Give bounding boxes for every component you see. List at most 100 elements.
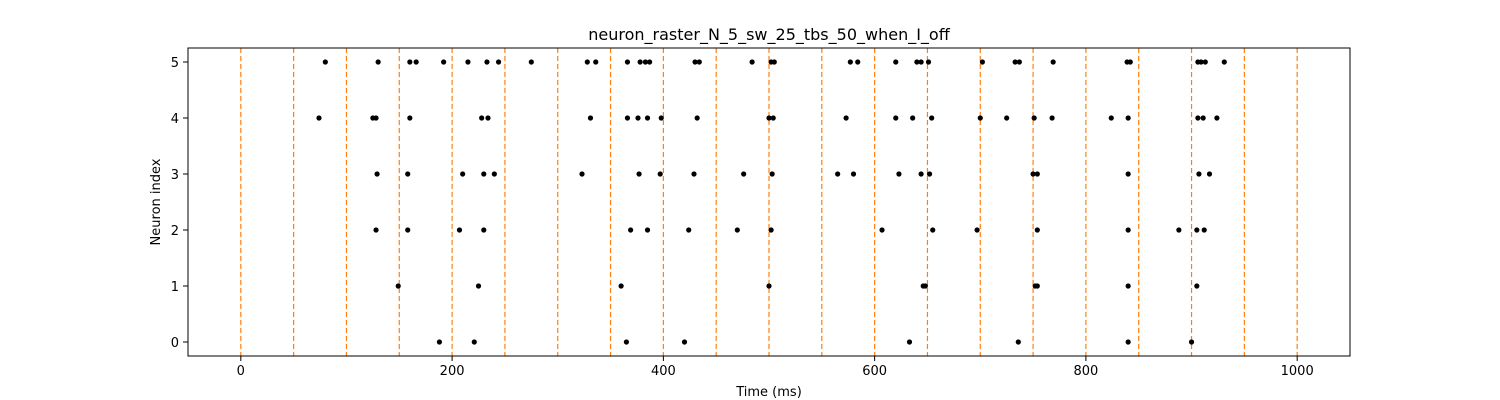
x-tick-label: 400 (651, 364, 676, 379)
spike-point (375, 59, 381, 65)
spike-point (1012, 59, 1018, 65)
spike-point (929, 115, 935, 121)
spike-point (926, 171, 933, 177)
time-bin-lines (240, 48, 1298, 356)
spike-point (847, 59, 853, 65)
chart-title: neuron_raster_N_5_sw_25_tbs_50_when_I_of… (588, 25, 950, 45)
spike-point (373, 227, 379, 233)
spike-point (843, 115, 849, 121)
spike-point (1034, 283, 1040, 289)
spike-point (436, 339, 443, 345)
spike-point (977, 115, 983, 121)
spike-point (686, 227, 692, 233)
spike-point (914, 59, 920, 65)
spike-point (628, 227, 634, 233)
spike-point (407, 59, 413, 65)
spike-point (1125, 339, 1131, 345)
spike-point (624, 59, 631, 65)
spike-point (471, 339, 477, 345)
spike-point (441, 59, 447, 65)
spike-point (1034, 171, 1040, 177)
spike-point (637, 59, 643, 65)
spike-point (925, 59, 932, 65)
spike-point (918, 59, 924, 65)
spike-point (373, 115, 379, 121)
spike-point (681, 339, 688, 345)
spike-point (741, 171, 747, 177)
spike-point (768, 227, 774, 233)
spike-point (485, 115, 491, 121)
spike-point (1004, 115, 1010, 121)
spike-point (395, 283, 401, 289)
spike-point (1195, 115, 1201, 121)
spike-point (769, 171, 775, 177)
spike-point (405, 171, 411, 177)
spike-point (1125, 283, 1131, 289)
spike-point (456, 227, 463, 233)
spike-point (893, 59, 899, 65)
spike-point (484, 59, 490, 65)
spike-point (635, 115, 641, 121)
y-tick-label: 4 (171, 112, 179, 127)
spike-point (1016, 59, 1022, 65)
x-axis-label: Time (ms) (735, 385, 802, 400)
spike-point (528, 59, 534, 65)
spike-points (316, 59, 1227, 345)
spike-point (696, 59, 702, 65)
spike-point (771, 59, 777, 65)
x-axis-ticks: 0 200 400 600 800 1000 (237, 356, 1314, 379)
y-tick-label: 2 (171, 224, 179, 239)
y-tick-label: 3 (171, 168, 179, 183)
spike-point (658, 115, 664, 121)
spike-point (979, 59, 985, 65)
spike-point (1125, 227, 1131, 233)
spike-point (1030, 171, 1036, 177)
spike-point (922, 283, 928, 289)
spike-point (642, 59, 649, 65)
y-axis-label: Neuron index (149, 158, 164, 245)
y-tick-label: 5 (171, 56, 179, 71)
spike-point (624, 115, 631, 121)
spike-point (1031, 115, 1037, 121)
spike-point (1127, 59, 1133, 65)
spike-point (974, 227, 980, 233)
spike-point (749, 59, 755, 65)
spike-point (893, 115, 899, 121)
spike-point (766, 283, 772, 289)
spike-point (579, 171, 585, 177)
spike-point (1125, 115, 1131, 121)
spike-point (879, 227, 885, 233)
spike-point (322, 59, 328, 65)
x-tick-label: 0 (237, 364, 245, 379)
spike-point (593, 59, 599, 65)
spike-point (316, 115, 322, 121)
spike-point (584, 59, 590, 65)
y-tick-label: 0 (171, 336, 179, 351)
spike-point (465, 59, 471, 65)
spike-point (481, 171, 487, 177)
spike-point (692, 59, 698, 65)
spike-point (1202, 59, 1208, 65)
spike-point (475, 283, 482, 289)
spike-point (1200, 115, 1206, 121)
spike-point (1198, 59, 1204, 65)
spike-point (374, 171, 380, 177)
spike-point (1201, 227, 1207, 233)
spike-point (1194, 283, 1200, 289)
spike-point (1034, 227, 1040, 233)
spike-point (657, 171, 663, 177)
spike-point (1125, 171, 1131, 177)
spike-point (1194, 227, 1200, 233)
spike-point (734, 227, 740, 233)
spike-point (636, 171, 642, 177)
spike-point (1196, 171, 1202, 177)
spike-point (644, 227, 651, 233)
spike-point (407, 115, 413, 121)
x-tick-label: 200 (440, 364, 465, 379)
spike-point (479, 115, 485, 121)
spike-point (460, 171, 466, 177)
spike-point (918, 171, 924, 177)
spike-point (850, 171, 857, 177)
plot-area-frame (187, 47, 1351, 357)
